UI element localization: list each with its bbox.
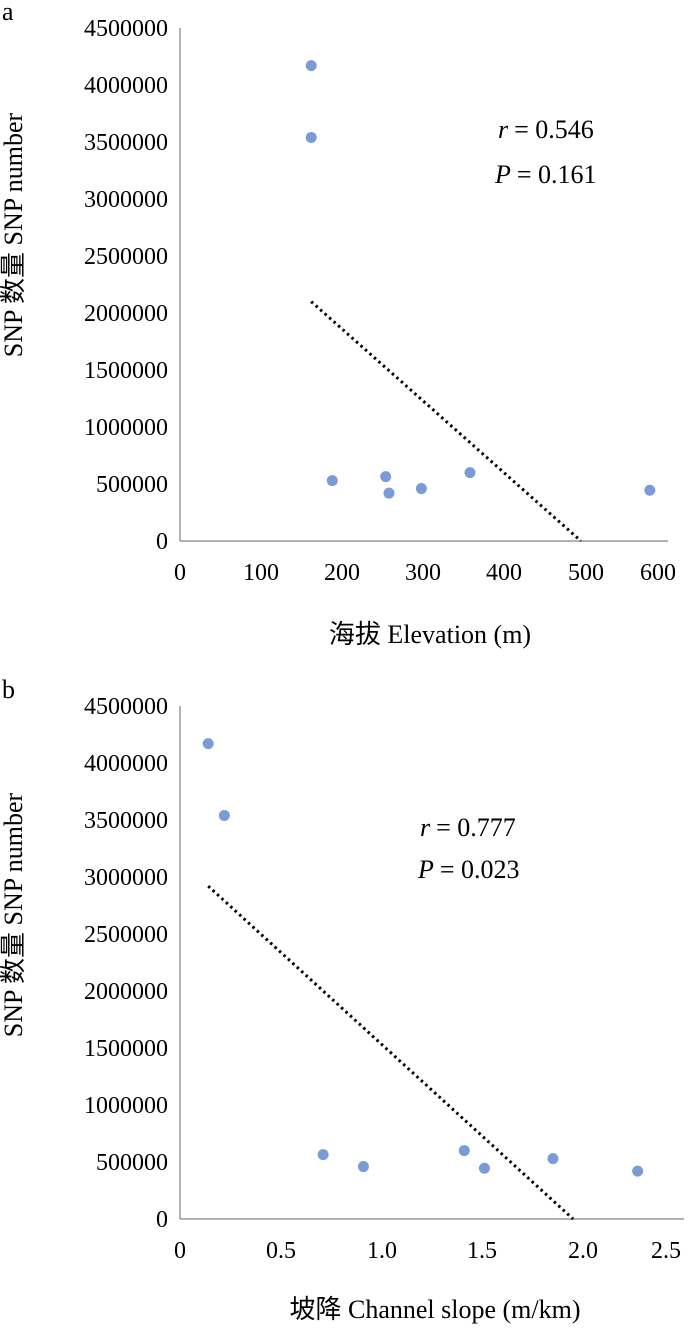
panel-a-letter: a (2, 0, 14, 26)
panel-a: a SNP 数量 SNP number 海拔 Elevation (m) 0 5… (0, 0, 676, 649)
panel-a-ytick: 2500000 (84, 244, 168, 270)
panel-a-data-point (305, 60, 317, 72)
panel-a-ytick: 4500000 (84, 16, 168, 42)
panel-b-ytick: 2500000 (84, 922, 168, 948)
panel-a-xtick: 600 (640, 560, 676, 586)
panel-b-xtick: 2.0 (568, 1238, 598, 1264)
panel-a-ytick: 4000000 (84, 73, 168, 99)
panel-b-xtick: 0 (174, 1238, 186, 1264)
panel-b-ytick: 1500000 (84, 1036, 168, 1062)
panel-b-ytick: 3500000 (84, 808, 168, 834)
panel-b-xlabel: 坡降 Channel slope (m/km) (289, 1295, 580, 1324)
panel-a-data-point (380, 471, 392, 483)
panel-a-ytick: 2000000 (84, 301, 168, 327)
panel-a-xlabel: 海拔 Elevation (m) (329, 620, 531, 649)
panel-b-ytick: 500000 (96, 1150, 168, 1176)
panel-a-xtick: 500 (568, 560, 604, 586)
panel-b-ytick: 0 (156, 1207, 168, 1233)
panel-a-ytick: 3500000 (84, 130, 168, 156)
panel-a-r-stat: r = 0.546 (498, 115, 594, 144)
panel-b-ylabel: SNP 数量 SNP number (0, 792, 28, 1037)
panel-b-plot-area (202, 738, 644, 1221)
panel-b-p-stat: P = 0.023 (417, 855, 520, 884)
panel-a-ytick: 1500000 (84, 358, 168, 384)
panel-b-xtick: 1.5 (467, 1238, 497, 1264)
panel-b-trendline (207, 885, 575, 1221)
panel-b-ytick: 3000000 (84, 865, 168, 891)
panel-a-ylabel: SNP 数量 SNP number (0, 112, 28, 357)
panel-a-xtick: 0 (174, 560, 186, 586)
panel-a-data-point (644, 484, 656, 496)
panel-a-data-point (326, 475, 338, 487)
panel-b-ytick: 4000000 (84, 751, 168, 777)
panel-a-data-point (305, 131, 317, 143)
panel-b-ytick: 2000000 (84, 979, 168, 1005)
panel-b: b SNP 数量 SNP number 坡降 Channel slope (m/… (0, 675, 684, 1324)
panel-a-data-point (464, 467, 476, 479)
panel-a-ytick: 3000000 (84, 187, 168, 213)
panel-b-ytick: 1000000 (84, 1093, 168, 1119)
panel-b-xtick: 0.5 (266, 1238, 296, 1264)
panel-b-ytick: 4500000 (84, 694, 168, 720)
panel-a-trendline (310, 300, 582, 543)
panel-a-data-point (383, 487, 395, 499)
panel-a-data-point (415, 483, 427, 495)
panel-b-data-point (218, 809, 230, 821)
panel-a-ytick: 0 (156, 529, 168, 555)
panel-b-data-point (458, 1145, 470, 1157)
panel-b-data-point (202, 738, 214, 750)
panel-b-data-point (357, 1161, 369, 1173)
panel-a-xtick: 300 (405, 560, 441, 586)
panel-b-xtick: 1.0 (367, 1238, 397, 1264)
panel-b-y-axis-title: SNP 数量 SNP number (0, 792, 28, 1037)
panel-b-letter: b (2, 675, 15, 704)
panel-b-r-stat: r = 0.777 (420, 813, 516, 842)
panel-b-data-point (547, 1153, 559, 1165)
panel-b-data-point (478, 1162, 490, 1174)
panel-a-ytick: 500000 (96, 472, 168, 498)
panel-a-plot-area (305, 60, 656, 543)
panel-a-xtick: 100 (243, 560, 279, 586)
panel-b-xtick: 2.5 (651, 1238, 681, 1264)
panel-a-ytick: 1000000 (84, 415, 168, 441)
panel-a-y-axis-title: SNP 数量 SNP number (0, 112, 28, 357)
panel-b-data-point (317, 1149, 329, 1161)
panel-a-xtick: 200 (324, 560, 360, 586)
panel-a-p-stat: P = 0.161 (494, 160, 597, 189)
panel-b-data-point (632, 1165, 644, 1177)
panel-a-xtick: 400 (486, 560, 522, 586)
